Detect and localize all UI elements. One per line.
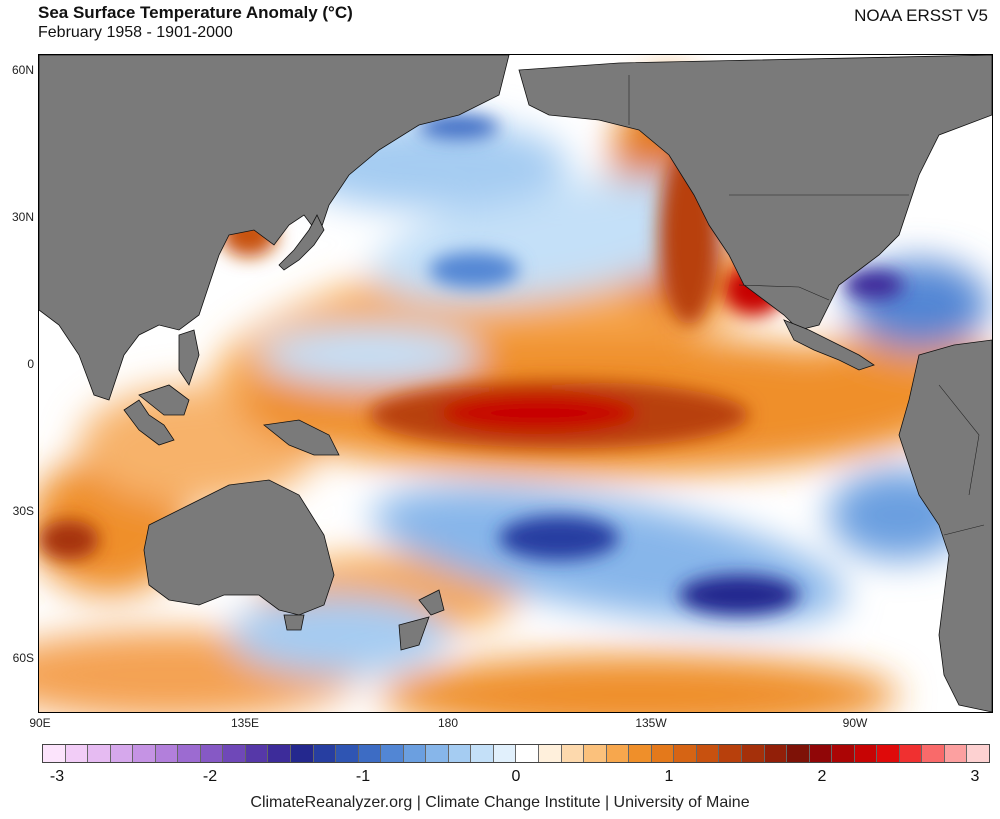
colorbar-tick: 1 [664,768,674,785]
dataset-label: NOAA ERSST V5 [854,6,988,25]
colorbar-swatch [133,745,156,762]
colorbar-swatch [403,745,427,762]
colorbar-swatch [426,745,449,762]
colorbar-swatch [899,745,923,762]
lat-label-30s: 30S [12,504,34,518]
colorbar-swatch [561,745,585,762]
lat-label-60n: 60N [11,63,34,77]
colorbar-swatch [223,745,246,762]
colorbar-swatch [877,745,900,762]
colorbar-tick: -3 [49,768,65,785]
colorbar-swatch [922,745,945,762]
colorbar-tick: 3 [970,768,980,785]
colorbar-swatch [313,745,337,762]
colorbar-swatch [944,745,968,762]
colorbar-swatch [651,745,675,762]
colorbar-swatch [178,745,201,762]
colorbar-tick: -1 [355,768,371,785]
colorbar-swatch [741,745,765,762]
colorbar-swatch [493,745,517,762]
credits-footer: ClimateReanalyzer.org | Climate Change I… [250,794,750,811]
anomaly-cores [39,115,904,615]
colorbar-swatch [696,745,720,762]
colorbar-swatch [539,745,562,762]
lat-label-equator: 0 [27,357,34,371]
land-masses [39,55,992,712]
colorbar-swatch [110,745,134,762]
colorbar-tick: 0 [511,768,521,785]
colorbar-swatch [719,745,742,762]
colorbar-swatch [200,745,224,762]
colorbar-legend [42,744,990,763]
colorbar-swatch [291,745,314,762]
colorbar-swatch [381,745,404,762]
lat-label-30n: 30N [11,210,34,224]
colorbar-swatch [155,745,179,762]
colorbar-swatch [584,745,607,762]
colorbar-swatch [336,745,359,762]
colorbar-swatch [358,745,382,762]
colorbar-swatch [832,745,855,762]
colorbar-swatch [674,745,697,762]
colorbar-tick: 2 [817,768,827,785]
colorbar-tick: -2 [202,768,218,785]
colorbar-swatch [88,745,111,762]
colorbar-swatch [65,745,89,762]
country-borders [628,75,985,536]
colorbar-swatch [471,745,494,762]
colorbar-swatch [967,745,989,762]
colorbar-swatch [43,745,66,762]
lon-label-135w: 135W [635,716,667,730]
lon-label-180: 180 [437,716,459,730]
colorbar-swatch [809,745,833,762]
colorbar-swatch [787,745,810,762]
sst-anomaly-map [38,54,993,713]
colorbar-swatch [629,745,652,762]
lat-label-60s: 60S [12,651,34,665]
lon-label-135e: 135E [230,716,260,730]
colorbar-swatch [516,745,540,762]
lon-label-90e: 90E [29,716,51,730]
map-subtitle: February 1958 - 1901-2000 [38,24,233,41]
map-title: Sea Surface Temperature Anomaly (°C) [38,3,353,22]
colorbar-swatch [448,745,472,762]
colorbar-swatch [854,745,878,762]
colorbar-swatch [764,745,788,762]
colorbar-swatch [268,745,292,762]
lon-label-90w: 90W [842,716,868,730]
colorbar-swatch [606,745,630,762]
colorbar-swatch [245,745,269,762]
